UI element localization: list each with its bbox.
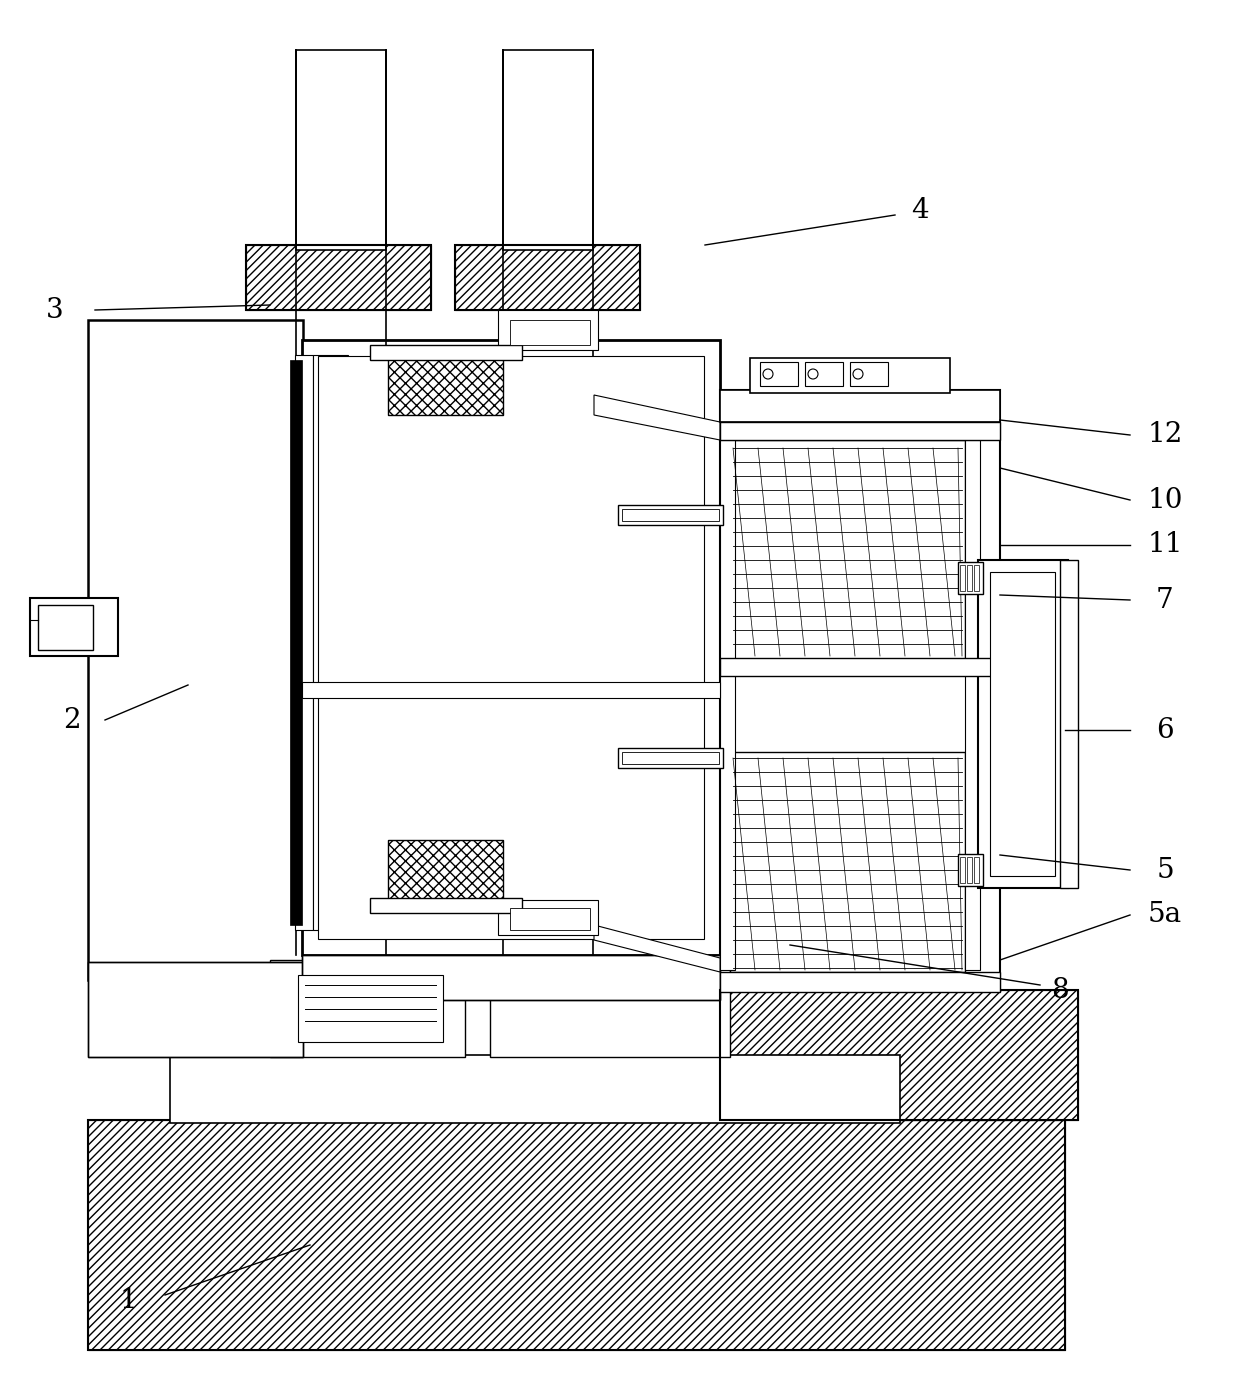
Bar <box>317 357 704 939</box>
Text: 1: 1 <box>119 1286 136 1314</box>
Bar <box>973 856 980 883</box>
Bar <box>730 752 965 972</box>
Bar <box>498 901 598 935</box>
Bar <box>959 562 983 593</box>
Bar <box>618 748 723 768</box>
Bar <box>720 658 999 676</box>
Bar <box>303 956 720 1000</box>
Bar <box>760 362 799 386</box>
Text: 2: 2 <box>63 706 81 734</box>
Circle shape <box>808 369 818 379</box>
Bar <box>388 355 503 414</box>
Text: 12: 12 <box>1147 421 1183 449</box>
Bar <box>1060 560 1078 888</box>
Bar <box>990 571 1055 876</box>
Bar <box>510 319 590 346</box>
Bar <box>960 565 965 591</box>
Bar <box>750 358 950 392</box>
Bar <box>967 565 972 591</box>
Text: 4: 4 <box>911 197 929 223</box>
Bar <box>30 598 118 655</box>
Text: 11: 11 <box>1147 532 1183 559</box>
Text: 5: 5 <box>1156 856 1174 884</box>
Bar <box>303 956 720 1000</box>
Bar <box>303 340 720 956</box>
Bar <box>370 898 522 913</box>
Text: 10: 10 <box>1147 486 1183 514</box>
Bar <box>295 355 312 929</box>
Bar <box>622 509 719 521</box>
Bar <box>490 960 730 1058</box>
Bar <box>290 359 303 925</box>
Bar <box>303 956 720 1000</box>
Bar <box>720 421 999 441</box>
Bar <box>246 245 432 310</box>
Circle shape <box>853 369 863 379</box>
Bar <box>88 963 303 1058</box>
Bar <box>370 346 522 359</box>
Bar <box>88 1120 1065 1349</box>
Polygon shape <box>594 925 720 972</box>
Bar <box>455 245 640 310</box>
Bar <box>38 605 93 650</box>
Bar <box>455 245 640 310</box>
Bar <box>503 50 593 251</box>
Bar <box>388 840 503 901</box>
Bar <box>510 907 590 929</box>
Bar <box>730 441 965 660</box>
Polygon shape <box>594 395 720 441</box>
Bar <box>805 362 843 386</box>
Text: 3: 3 <box>46 296 63 324</box>
Bar <box>303 682 720 698</box>
Bar <box>720 441 735 969</box>
Bar <box>498 310 598 350</box>
Bar <box>622 752 719 764</box>
Bar <box>720 990 1078 1120</box>
Bar <box>965 441 980 969</box>
Bar <box>270 960 465 1058</box>
Bar <box>388 840 503 901</box>
Bar <box>720 990 1078 1120</box>
Bar <box>720 390 999 990</box>
Circle shape <box>763 369 773 379</box>
Bar <box>960 856 965 883</box>
Bar <box>88 963 303 1058</box>
Bar <box>973 565 980 591</box>
Text: 7: 7 <box>1156 587 1174 614</box>
Bar <box>296 50 386 251</box>
Bar <box>978 560 1068 888</box>
Bar <box>88 963 303 1058</box>
Text: 6: 6 <box>1156 716 1174 744</box>
Bar <box>88 1120 1065 1349</box>
Bar <box>720 390 999 421</box>
Bar <box>246 245 432 310</box>
Bar <box>88 319 303 980</box>
Bar <box>720 972 999 991</box>
Bar <box>849 362 888 386</box>
Bar <box>312 355 348 929</box>
Bar <box>967 856 972 883</box>
Bar <box>959 854 983 885</box>
Text: 8: 8 <box>1052 976 1069 1004</box>
Bar <box>388 355 503 414</box>
Bar <box>298 975 443 1042</box>
Text: 5a: 5a <box>1148 902 1182 928</box>
Bar <box>618 505 723 525</box>
Bar <box>170 1055 900 1124</box>
